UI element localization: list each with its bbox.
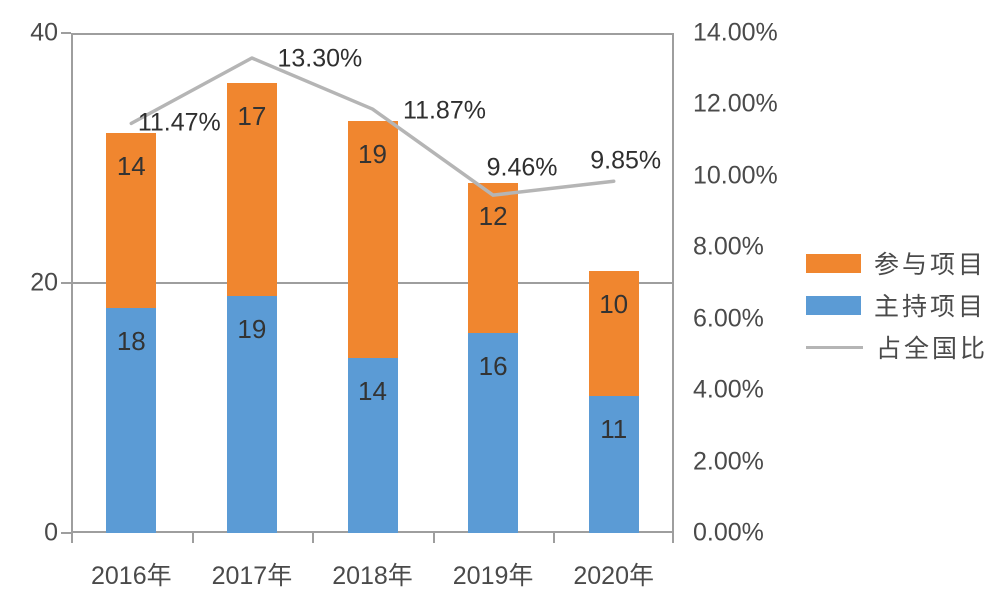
x-axis-tick	[191, 533, 194, 543]
legend-swatch-national-ratio	[806, 345, 863, 349]
y-right-tick-label: 14.00%	[693, 18, 778, 47]
bar-value-label-participated-0: 14	[116, 151, 146, 181]
x-axis-label: 2017年	[211, 562, 293, 590]
bar-segment-participated-3: 12	[468, 183, 519, 333]
bar-value-label-hosted-3: 16	[478, 351, 508, 381]
y-right-tick-label: 8.00%	[693, 232, 764, 261]
bar-segment-hosted-4: 11	[588, 395, 639, 533]
legend-item-national-ratio: 占全国比	[806, 332, 989, 363]
legend-swatch-participated	[806, 253, 861, 273]
bar-value-label-hosted-1: 19	[237, 313, 267, 344]
y-left-tick-label: 40	[30, 18, 58, 47]
legend-label-hosted: 主持项目	[874, 293, 987, 321]
legend: 参与项目 主持项目 占全国比	[806, 248, 988, 374]
x-axis-tick	[672, 533, 674, 543]
legend-item-hosted: 主持项目	[806, 290, 988, 321]
legend-label-national-ratio: 占全国比	[876, 335, 989, 363]
line-point-label-2: 11.87%	[403, 96, 486, 125]
x-axis-label: 2016年	[90, 562, 172, 590]
x-axis-tick	[71, 533, 73, 543]
y-right-tick-label: 12.00%	[693, 89, 778, 118]
legend-label-participated: 参与项目	[874, 251, 987, 279]
left-axis-tick	[61, 282, 71, 284]
line-point-label-1: 13.30%	[277, 44, 363, 73]
bar-segment-hosted-2: 14	[347, 358, 398, 533]
x-axis-tick	[553, 533, 556, 543]
left-axis-tick	[61, 532, 71, 534]
line-point-label-0: 11.47%	[137, 108, 221, 137]
legend-item-participated: 参与项目	[806, 248, 988, 279]
y-left-tick-label: 0	[44, 518, 58, 547]
y-left-tick-label: 20	[30, 268, 58, 297]
bar-value-label-participated-4: 10	[599, 288, 629, 319]
bar-segment-participated-2: 19	[347, 120, 398, 358]
bar-value-label-hosted-0: 18	[116, 326, 146, 356]
bar-value-label-participated-1: 17	[237, 101, 267, 131]
y-right-tick-label: 4.00%	[693, 375, 764, 404]
bar-segment-hosted-0: 18	[106, 308, 157, 533]
bar-segment-hosted-3: 16	[468, 333, 519, 533]
bar-value-label-participated-2: 19	[358, 138, 387, 169]
legend-swatch-hosted	[806, 295, 861, 315]
y-right-tick-label: 6.00%	[693, 304, 764, 333]
bar-value-label-hosted-2: 14	[358, 376, 387, 406]
bar-segment-participated-1: 17	[226, 83, 277, 296]
bar-segment-participated-0: 14	[106, 133, 157, 308]
y-right-tick-label: 0.00%	[693, 518, 764, 547]
x-axis-label: 2019年	[452, 562, 534, 590]
x-axis-tick	[312, 533, 315, 543]
y-right-tick-label: 10.00%	[693, 161, 778, 190]
x-axis-tick	[432, 533, 435, 543]
line-point-label-3: 9.46%	[486, 153, 558, 182]
bar-value-label-hosted-4: 11	[600, 413, 628, 444]
bar-segment-hosted-1: 19	[226, 295, 277, 533]
x-axis-label: 2018年	[332, 562, 413, 590]
bar-segment-participated-4: 10	[588, 270, 639, 396]
line-point-label-4: 9.85%	[590, 146, 662, 175]
x-axis-label: 2020年	[573, 562, 654, 590]
bar-value-label-participated-3: 12	[478, 201, 508, 231]
y-right-tick-label: 2.00%	[693, 447, 764, 476]
left-axis-tick	[61, 32, 71, 34]
